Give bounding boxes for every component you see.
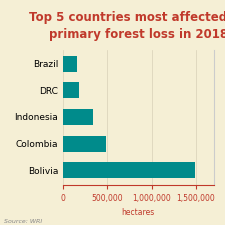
Bar: [63, 162, 195, 178]
Text: Source: WRI: Source: WRI: [4, 219, 43, 224]
X-axis label: hectares: hectares: [122, 208, 155, 217]
Bar: [63, 82, 79, 98]
Bar: [63, 136, 106, 152]
Bar: [63, 109, 93, 125]
Bar: [63, 56, 77, 72]
Title: Top 5 countries most affected by
primary forest loss in 2018: Top 5 countries most affected by primary…: [29, 11, 225, 41]
